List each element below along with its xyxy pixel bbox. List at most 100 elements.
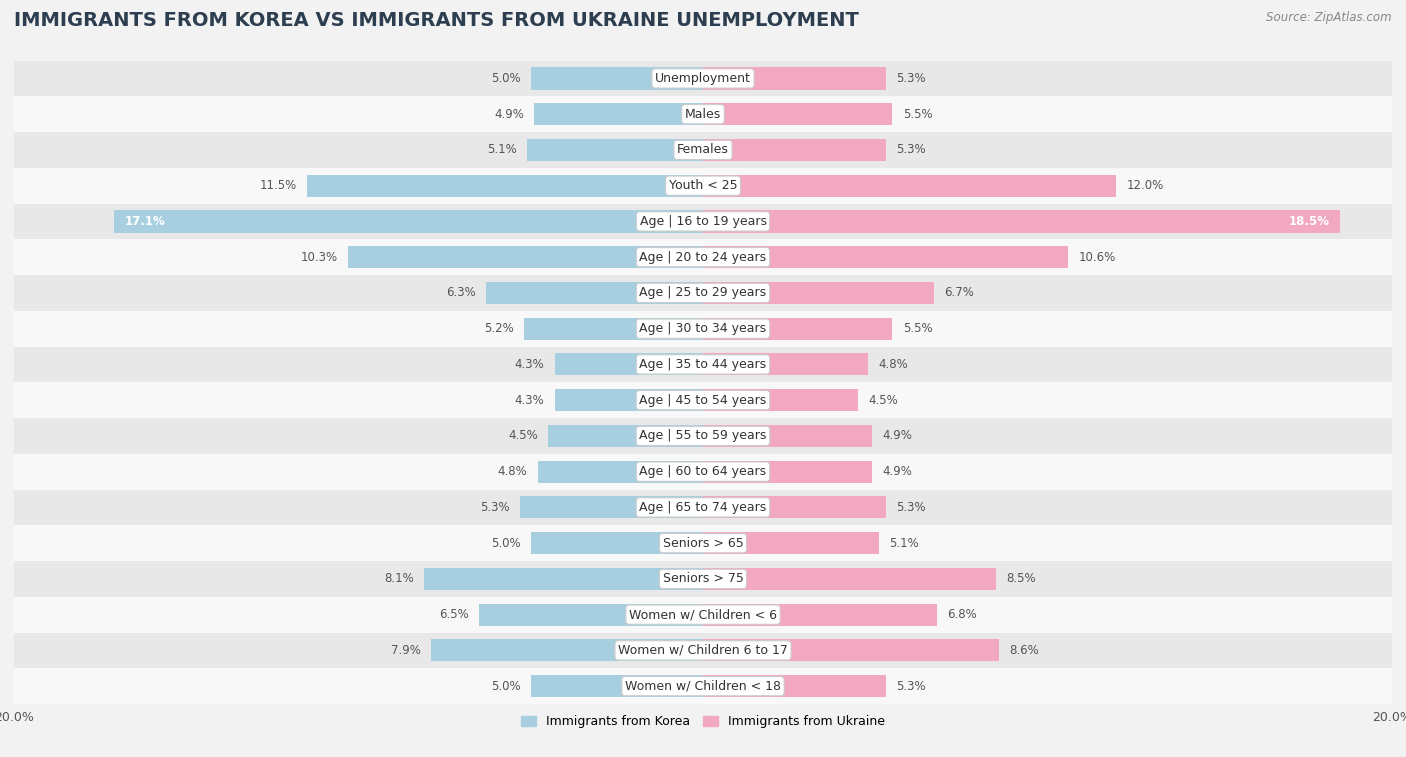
Bar (14, 490, 1392, 525)
Text: 6.8%: 6.8% (948, 608, 977, 621)
Text: 10.6%: 10.6% (1078, 251, 1116, 263)
Bar (527, 139, 703, 161)
Text: Seniors > 75: Seniors > 75 (662, 572, 744, 585)
Text: Women w/ Children 6 to 17: Women w/ Children 6 to 17 (619, 644, 787, 657)
Text: Age | 20 to 24 years: Age | 20 to 24 years (640, 251, 766, 263)
Bar (14, 168, 1392, 204)
Text: 4.3%: 4.3% (515, 358, 544, 371)
Text: 5.0%: 5.0% (491, 537, 520, 550)
Text: Age | 45 to 54 years: Age | 45 to 54 years (640, 394, 766, 407)
Text: 5.3%: 5.3% (481, 501, 510, 514)
Text: 5.3%: 5.3% (896, 501, 925, 514)
Bar (531, 532, 703, 554)
Text: 6.7%: 6.7% (945, 286, 974, 300)
Bar (14, 61, 1392, 96)
Text: Age | 35 to 44 years: Age | 35 to 44 years (640, 358, 766, 371)
Bar (486, 282, 703, 304)
Bar (520, 497, 703, 519)
Text: Source: ZipAtlas.com: Source: ZipAtlas.com (1267, 11, 1392, 24)
Text: 12.0%: 12.0% (1126, 179, 1164, 192)
Text: 4.8%: 4.8% (498, 465, 527, 478)
Bar (537, 460, 703, 483)
Text: Age | 55 to 59 years: Age | 55 to 59 years (640, 429, 766, 442)
Bar (14, 561, 1392, 597)
Bar (14, 418, 1392, 453)
Bar (479, 603, 703, 626)
Bar (703, 497, 886, 519)
Legend: Immigrants from Korea, Immigrants from Ukraine: Immigrants from Korea, Immigrants from U… (516, 710, 890, 733)
Text: Unemployment: Unemployment (655, 72, 751, 85)
Bar (14, 239, 1392, 275)
Text: 5.5%: 5.5% (903, 322, 932, 335)
Bar (349, 246, 703, 268)
Text: 8.1%: 8.1% (384, 572, 413, 585)
Bar (555, 389, 703, 411)
Text: Women w/ Children < 18: Women w/ Children < 18 (626, 680, 780, 693)
Text: 6.3%: 6.3% (446, 286, 475, 300)
Bar (703, 389, 858, 411)
Bar (425, 568, 703, 590)
Text: Age | 30 to 34 years: Age | 30 to 34 years (640, 322, 766, 335)
Bar (703, 139, 886, 161)
Text: 5.3%: 5.3% (896, 143, 925, 157)
Bar (14, 311, 1392, 347)
Text: 4.9%: 4.9% (882, 465, 912, 478)
Text: Males: Males (685, 107, 721, 120)
Text: Women w/ Children < 6: Women w/ Children < 6 (628, 608, 778, 621)
Bar (703, 103, 893, 125)
Text: 5.0%: 5.0% (491, 72, 520, 85)
Text: Seniors > 65: Seniors > 65 (662, 537, 744, 550)
Text: 8.6%: 8.6% (1010, 644, 1039, 657)
Text: 5.0%: 5.0% (491, 680, 520, 693)
Bar (524, 318, 703, 340)
Bar (14, 382, 1392, 418)
Text: Age | 60 to 64 years: Age | 60 to 64 years (640, 465, 766, 478)
Bar (14, 204, 1392, 239)
Bar (703, 210, 1340, 232)
Text: 4.9%: 4.9% (494, 107, 524, 120)
Bar (703, 175, 1116, 197)
Bar (14, 347, 1392, 382)
Text: 4.5%: 4.5% (508, 429, 537, 442)
Bar (531, 67, 703, 89)
Text: 4.8%: 4.8% (879, 358, 908, 371)
Text: 17.1%: 17.1% (124, 215, 165, 228)
Bar (703, 568, 995, 590)
Bar (703, 425, 872, 447)
Text: 5.2%: 5.2% (484, 322, 513, 335)
Text: 4.5%: 4.5% (869, 394, 898, 407)
Text: IMMIGRANTS FROM KOREA VS IMMIGRANTS FROM UKRAINE UNEMPLOYMENT: IMMIGRANTS FROM KOREA VS IMMIGRANTS FROM… (14, 11, 859, 30)
Bar (14, 96, 1392, 132)
Text: 4.3%: 4.3% (515, 394, 544, 407)
Text: Age | 16 to 19 years: Age | 16 to 19 years (640, 215, 766, 228)
Bar (14, 453, 1392, 490)
Text: 6.5%: 6.5% (439, 608, 468, 621)
Bar (307, 175, 703, 197)
Text: 5.3%: 5.3% (896, 680, 925, 693)
Bar (555, 354, 703, 375)
Text: 7.9%: 7.9% (391, 644, 420, 657)
Bar (14, 132, 1392, 168)
Bar (14, 525, 1392, 561)
Bar (14, 597, 1392, 633)
Text: 8.5%: 8.5% (1007, 572, 1036, 585)
Bar (703, 67, 886, 89)
Text: 4.9%: 4.9% (882, 429, 912, 442)
Text: 5.5%: 5.5% (903, 107, 932, 120)
Bar (703, 460, 872, 483)
Bar (14, 633, 1392, 668)
Text: 11.5%: 11.5% (259, 179, 297, 192)
Bar (14, 668, 1392, 704)
Text: Females: Females (678, 143, 728, 157)
Text: 5.1%: 5.1% (488, 143, 517, 157)
Bar (703, 532, 879, 554)
Bar (430, 640, 703, 662)
Text: 10.3%: 10.3% (301, 251, 337, 263)
Bar (703, 246, 1069, 268)
Bar (703, 640, 1000, 662)
Text: 5.1%: 5.1% (889, 537, 918, 550)
Text: 18.5%: 18.5% (1289, 215, 1330, 228)
Bar (114, 210, 703, 232)
Bar (703, 603, 938, 626)
Bar (703, 675, 886, 697)
